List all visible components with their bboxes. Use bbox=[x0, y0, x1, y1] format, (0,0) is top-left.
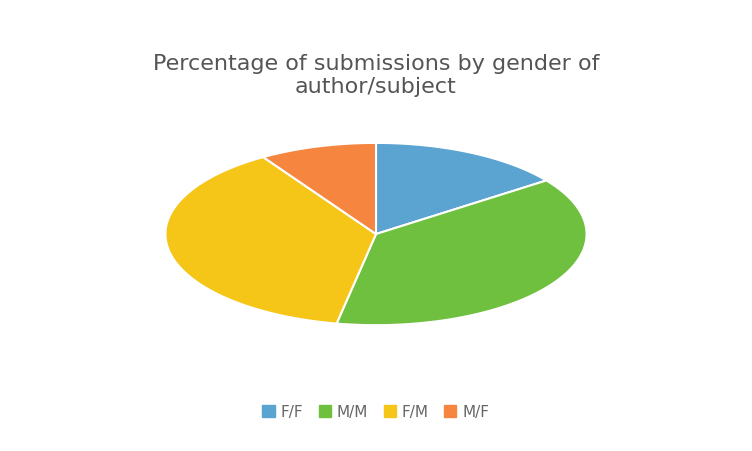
Polygon shape bbox=[263, 143, 376, 235]
Polygon shape bbox=[376, 143, 547, 235]
Legend: F/F, M/M, F/M, M/F: F/F, M/M, F/M, M/F bbox=[256, 398, 496, 425]
Text: Percentage of submissions by gender of
author/subject: Percentage of submissions by gender of a… bbox=[153, 54, 599, 97]
Polygon shape bbox=[337, 181, 587, 326]
Polygon shape bbox=[165, 158, 376, 324]
